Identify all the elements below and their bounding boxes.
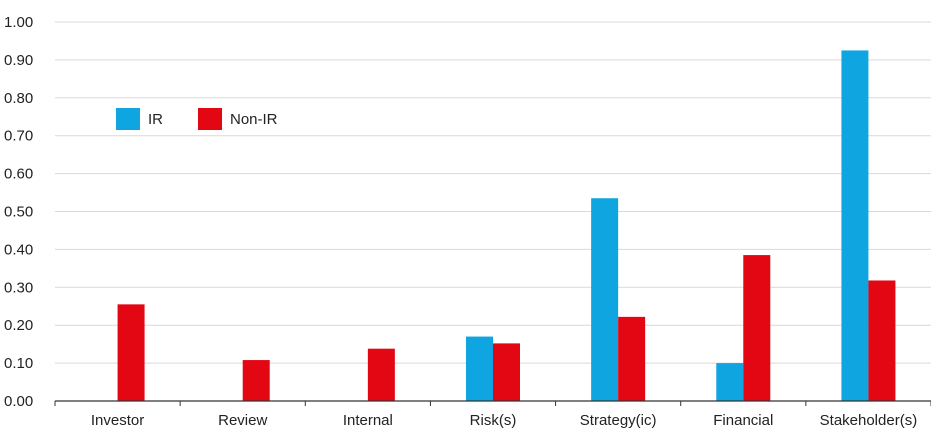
x-tick-label: Strategy(ic) [580,412,657,429]
bar-non-ir [618,316,646,401]
x-tick-label: Risk(s) [470,412,517,429]
x-tick-label: Financial [713,412,773,429]
legend: IR Non-IR [116,108,278,130]
legend-swatch-non-ir [198,108,222,130]
x-tick-label: Stakeholder(s) [820,412,918,429]
y-tick-label: 0.00 [4,393,33,410]
y-tick-label: 0.10 [4,355,33,372]
x-axis [54,400,931,406]
gridlines [55,21,931,364]
bar-non-ir [493,343,520,401]
y-tick-label: 0.70 [4,128,33,145]
bar-non-ir [367,348,395,401]
y-tick-label: 0.60 [4,166,33,183]
y-tick-label: 0.90 [4,52,33,69]
x-axis-labels: Investor Review Internal Risk(s) Strategy(ic… [91,412,917,429]
bar-non-ir [242,360,270,401]
legend-label-ir: IR [148,111,163,128]
y-tick-label: 0.80 [4,90,33,107]
bar-non-ir [868,280,896,401]
y-tick-label: 0.20 [4,317,33,334]
y-tick-label: 1.00 [4,14,33,31]
bar-ir [841,50,869,402]
legend-swatch-ir [116,108,140,130]
bar-non-ir [743,255,771,401]
y-tick-label: 0.30 [4,279,33,296]
y-tick-label: 0.50 [4,204,33,221]
x-tick-label: Internal [343,412,393,429]
bar-ir [466,336,493,401]
x-tick-label: Review [218,412,267,429]
bar-non-ir [117,304,145,401]
bar-ir [716,363,744,401]
bars [117,50,896,402]
y-tick-label: 0.40 [4,241,33,258]
legend-label-non-ir: Non-IR [230,111,278,128]
bar-ir [591,198,619,401]
y-axis-ticks: 0.00 0.10 0.20 0.30 0.40 0.50 0.60 0.70 0.80 0.90… [4,14,33,410]
x-tick-label: Investor [91,412,144,429]
